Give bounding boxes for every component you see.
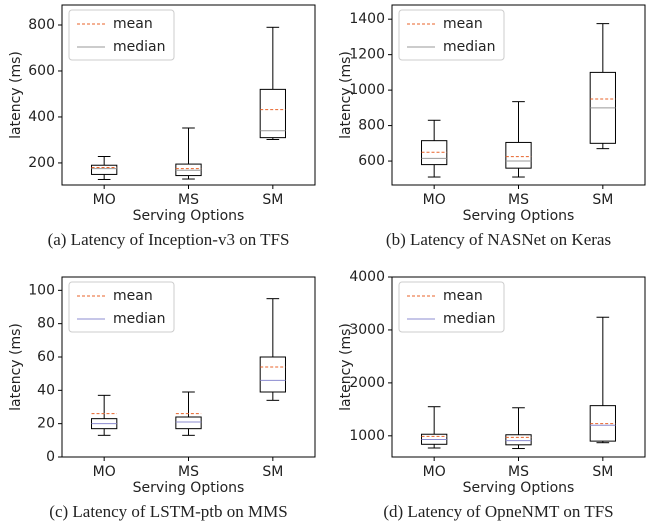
y-tick-label: 600 [358, 153, 385, 169]
y-tick-label: 800 [358, 118, 385, 134]
x-tick-label: MS [508, 192, 529, 208]
x-axis-label: Serving Options [463, 208, 575, 224]
y-tick-label: 3000 [349, 322, 385, 338]
box [505, 141, 532, 169]
y-tick-label: 80 [37, 316, 55, 332]
chart: 0 20 40 60 80 100 MO MS SM Serving Options latency… [8, 276, 316, 521]
chart: 600 800 1000 1200 1400 MO MS SM Serving Options l… [338, 4, 646, 249]
x-tick-label: SM [262, 192, 283, 208]
box [505, 434, 532, 446]
y-tick-label: 20 [37, 416, 55, 432]
x-axis-label: Serving Options [133, 208, 245, 224]
box [259, 88, 286, 139]
x-tick-label: SM [592, 464, 613, 480]
y-tick-label: 600 [28, 63, 55, 79]
y-axis-label: latency (ms) [8, 323, 24, 411]
y-tick-label: 4000 [349, 269, 385, 285]
legend-label: mean [113, 288, 153, 304]
x-axis-label: Serving Options [463, 480, 575, 496]
y-tick-label: 1000 [349, 428, 385, 444]
box [175, 416, 202, 430]
y-axis-label: latency (ms) [338, 51, 354, 139]
y-tick-label: 100 [28, 282, 55, 298]
y-tick-label: 400 [28, 109, 55, 125]
x-tick-label: MS [508, 464, 529, 480]
y-tick-label: 60 [37, 349, 55, 365]
y-axis-label: latency (ms) [8, 51, 24, 139]
x-axis-label: Serving Options [133, 480, 245, 496]
caption: (c) Latency of LSTM-ptb on MMS [49, 502, 287, 521]
x-tick-label: MS [178, 192, 199, 208]
legend-label: median [113, 39, 165, 55]
legend-label: mean [113, 16, 153, 32]
axes-frame [61, 276, 316, 458]
x-tick-label: SM [262, 464, 283, 480]
y-tick-label: 1200 [349, 47, 385, 63]
y-tick-label: 800 [28, 17, 55, 33]
x-tick-label: MO [423, 192, 446, 208]
box [91, 164, 118, 175]
box [259, 356, 286, 393]
legend-label: median [443, 311, 495, 327]
x-tick-label: MS [178, 464, 199, 480]
caption: (b) Latency of NASNet on Keras [386, 230, 611, 249]
axes-frame [391, 4, 646, 186]
y-tick-label: 200 [28, 155, 55, 171]
x-tick-label: MO [423, 464, 446, 480]
caption: (a) Latency of Inception-v3 on TFS [48, 230, 290, 249]
legend-label: mean [443, 16, 483, 32]
x-tick-label: MO [93, 192, 116, 208]
y-tick-label: 2000 [349, 375, 385, 391]
x-tick-label: MO [93, 464, 116, 480]
chart: 1000 2000 3000 4000 MO MS SM Serving Options lat… [338, 269, 646, 521]
axes-frame [391, 276, 646, 458]
x-tick-label: SM [592, 192, 613, 208]
axes-frame [61, 4, 316, 186]
caption: (d) Latency of OpneNMT on TFS [383, 502, 613, 521]
y-axis-label: latency (ms) [338, 323, 354, 411]
legend-label: median [443, 39, 495, 55]
y-tick-label: 40 [37, 382, 55, 398]
y-tick-label: 0 [46, 449, 55, 465]
legend-label: median [113, 311, 165, 327]
y-tick-label: 1400 [349, 11, 385, 27]
y-tick-label: 1000 [349, 82, 385, 98]
chart: 200 400 600 800 MO MS SM Serving Options latency… [8, 4, 316, 249]
legend-label: mean [443, 288, 483, 304]
